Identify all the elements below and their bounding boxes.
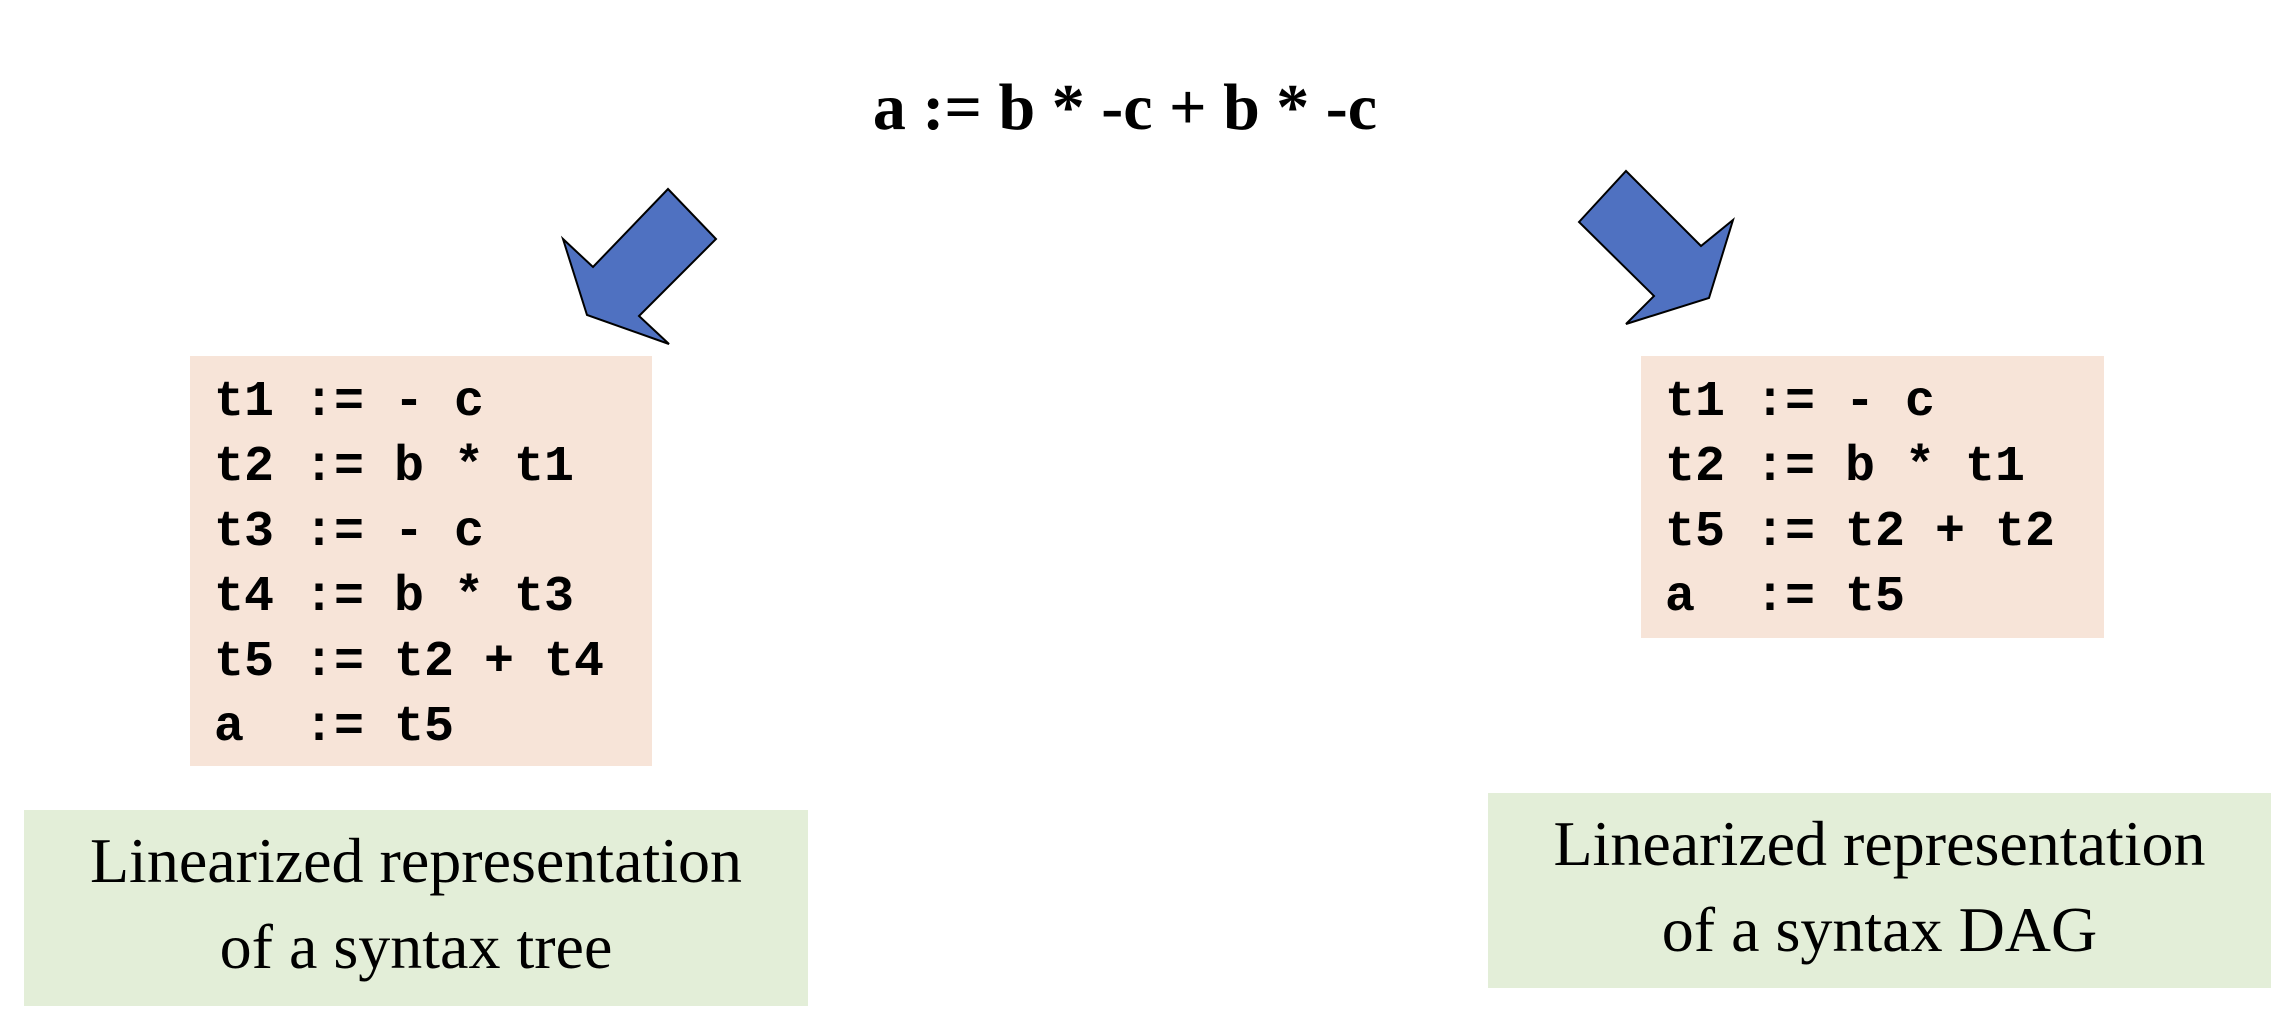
arrow-down-left-icon xyxy=(560,187,718,345)
code-line: t1 := - c xyxy=(1665,374,1936,431)
code-line: t2 := b * t1 xyxy=(214,439,575,496)
caption-syntax-dag: Linearized representation of a syntax DA… xyxy=(1488,793,2271,988)
code-line: a := t5 xyxy=(214,699,455,756)
caption-line: Linearized representation xyxy=(89,825,743,896)
caption-line: of a syntax DAG xyxy=(1661,894,2098,965)
arrow-down-right-icon xyxy=(1577,169,1735,325)
code-box-syntax-tree: t1 := - c t2 := b * t1 t3 := - c t4 := b… xyxy=(190,356,652,766)
expression-title: a := b * -c + b * -c xyxy=(872,71,1378,144)
code-line: t5 := t2 + t2 xyxy=(1665,504,2056,561)
code-line: t3 := - c xyxy=(214,504,485,561)
code-line: a := t5 xyxy=(1665,569,1906,626)
code-box-syntax-dag: t1 := - c t2 := b * t1 t5 := t2 + t2 a :… xyxy=(1641,356,2104,638)
code-line: t5 := t2 + t4 xyxy=(214,634,605,691)
caption-line: Linearized representation xyxy=(1553,808,2206,879)
code-line: t2 := b * t1 xyxy=(1665,439,2026,496)
caption-syntax-tree: Linearized representation of a syntax tr… xyxy=(24,810,808,1006)
code-line: t4 := b * t3 xyxy=(214,569,575,626)
caption-line: of a syntax tree xyxy=(219,911,613,982)
code-line: t1 := - c xyxy=(214,374,485,431)
